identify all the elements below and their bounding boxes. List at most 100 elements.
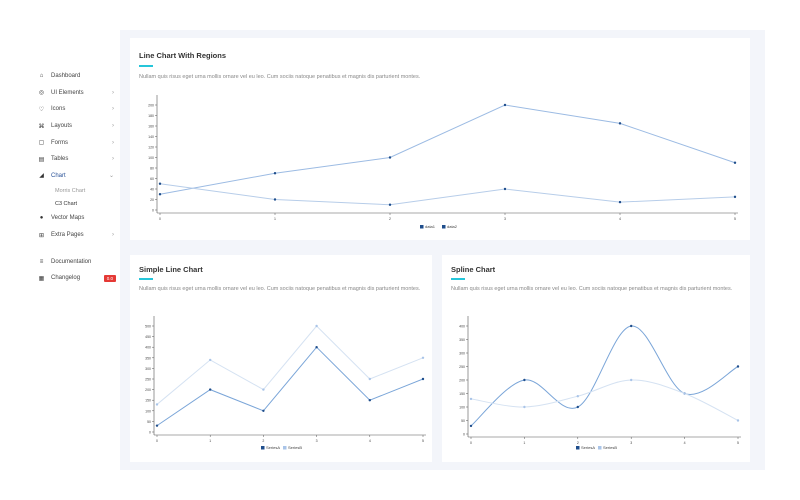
sidebar-item-dashboard[interactable]: ⌂ Dashboard: [30, 68, 120, 85]
sidebar-item-documentation[interactable]: ≡ Documentation: [30, 253, 120, 270]
data-point: [273, 198, 277, 201]
card-description: Nullam quis risus eget urna mollis ornar…: [451, 286, 733, 292]
y-tick-label: 100: [148, 156, 154, 160]
data-point: [273, 172, 277, 175]
y-tick-label: 140: [148, 135, 154, 139]
sidebar-item-label: Vector Maps: [51, 215, 85, 222]
legend-swatch: [442, 225, 446, 229]
data-point: [155, 403, 159, 406]
sidebar-item-changelog[interactable]: ▦ Changelog 0.0: [30, 270, 120, 287]
divider: [30, 243, 120, 253]
sidebar-item-tables[interactable]: ▤ Tables ›: [30, 151, 120, 168]
changelog-badge: 0.0: [103, 274, 116, 282]
data-point: [388, 156, 392, 159]
y-tick-label: 150: [145, 399, 151, 403]
y-tick-label: 50: [461, 419, 465, 423]
doc-icon: ≡: [39, 258, 44, 265]
sidebar-item-label: Dashboard: [51, 73, 81, 80]
sidebar-item-vector-maps[interactable]: ● Vector Maps: [30, 210, 120, 227]
data-point: [683, 392, 686, 395]
sidebar-item-label: UI Elements: [51, 89, 84, 96]
x-tick-label: 3: [504, 217, 506, 221]
y-tick-label: 300: [145, 367, 151, 371]
card-title: Simple Line Chart: [139, 265, 203, 274]
x-tick-label: 4: [619, 217, 621, 221]
legend-label: SeriesA: [581, 445, 595, 450]
x-tick-label: 2: [577, 441, 579, 445]
x-tick-label: 3: [316, 439, 318, 443]
chart-svg: 0 50 100 150 200 250 300 350 400 0 1 2 3 4 5 SeriesA Ser…: [459, 316, 741, 450]
data-point: [733, 161, 737, 164]
data-point: [618, 200, 622, 204]
y-tick-label: 40: [150, 188, 154, 192]
card-description: Nullam quis risus eget urna mollis ornar…: [139, 286, 421, 292]
y-tick-label: 400: [459, 325, 465, 329]
card-title: Line Chart With Regions: [139, 51, 227, 60]
simple-line-chart-card: Simple Line Chart Nullam quis risus eget…: [130, 255, 432, 462]
pages-icon: ⊞: [38, 232, 45, 239]
data-point: [262, 409, 265, 412]
y-tick-label: 200: [459, 379, 465, 383]
sidebar: ⌂ Dashboard ◎ UI Elements › ♡ Icons › ⌘ Layouts › ▢…: [30, 68, 120, 287]
x-tick-label: 1: [274, 217, 276, 221]
sidebar-item-ui-elements[interactable]: ◎ UI Elements ›: [30, 85, 120, 102]
x-tick-label: 3: [630, 441, 632, 445]
data-point: [209, 358, 212, 362]
series-line-data1: [159, 104, 736, 195]
sidebar-subitem[interactable]: Morris Chart: [55, 187, 86, 194]
x-tick-label: 1: [523, 441, 525, 445]
x-tick-label: 2: [262, 439, 264, 443]
series-line-data2: [159, 183, 736, 206]
legend-swatch: [283, 446, 287, 450]
x-tick-label: 0: [159, 217, 161, 221]
sidebar-subitem[interactable]: C3 Chart: [55, 200, 78, 207]
sidebar-item-label: Extra Pages: [51, 232, 84, 239]
sidebar-item-icons[interactable]: ♡ Icons ›: [30, 101, 120, 118]
legend-label: SeriesB: [603, 445, 617, 450]
chevron-down-icon: ⌄: [108, 173, 114, 180]
y-tick-label: 400: [145, 346, 151, 350]
y-tick-label: 300: [459, 352, 465, 356]
series-line-seriesa: [156, 346, 424, 427]
sidebar-item-forms[interactable]: ▢ Forms ›: [30, 134, 120, 151]
data-point: [523, 378, 526, 382]
sidebar-item-chart[interactable]: ◢ Chart ⌄: [30, 168, 120, 185]
sidebar-item-label: Icons: [51, 106, 66, 113]
legend-swatch: [576, 446, 580, 450]
y-tick-label: 200: [148, 104, 154, 108]
home-icon: ⌂: [39, 73, 44, 80]
heart-icon: ♡: [38, 106, 45, 113]
sidebar-item-label: Forms: [51, 139, 68, 146]
sidebar-item-layouts[interactable]: ⌘ Layouts ›: [30, 118, 120, 135]
title-accent: [451, 278, 465, 280]
data-point: [630, 324, 633, 328]
data-point: [421, 356, 425, 359]
chart-icon: ◢: [39, 173, 44, 180]
data-point: [523, 405, 526, 409]
chevron-right-icon: ›: [112, 232, 114, 239]
y-tick-label: 500: [145, 325, 151, 329]
chevron-right-icon: ›: [112, 106, 114, 113]
layout-icon: ⌘: [38, 123, 45, 130]
legend-label: data2: [447, 224, 458, 229]
data-point: [368, 377, 371, 381]
line-chart-regions-card: Line Chart With Regions Nullam quis risu…: [130, 38, 750, 240]
form-icon: ▢: [38, 140, 45, 147]
y-tick-label: 350: [459, 338, 465, 342]
chevron-right-icon: ›: [112, 156, 114, 163]
x-tick-label: 5: [422, 439, 424, 443]
chevron-right-icon: ›: [112, 89, 114, 96]
sidebar-item-label: Layouts: [51, 123, 73, 130]
x-tick-label: 4: [369, 439, 371, 443]
data-point: [618, 122, 622, 125]
legend-swatch: [420, 225, 424, 229]
y-tick-label: 80: [150, 167, 154, 171]
data-point: [158, 182, 162, 185]
series-line-seriesb: [470, 379, 739, 421]
data-point: [388, 203, 392, 206]
sidebar-item-extra-pages[interactable]: ⊞ Extra Pages ›: [30, 227, 120, 244]
card-title: Spline Chart: [451, 265, 496, 274]
data-point: [503, 103, 507, 107]
data-point: [736, 365, 740, 368]
list-icon: ▦: [38, 275, 45, 282]
